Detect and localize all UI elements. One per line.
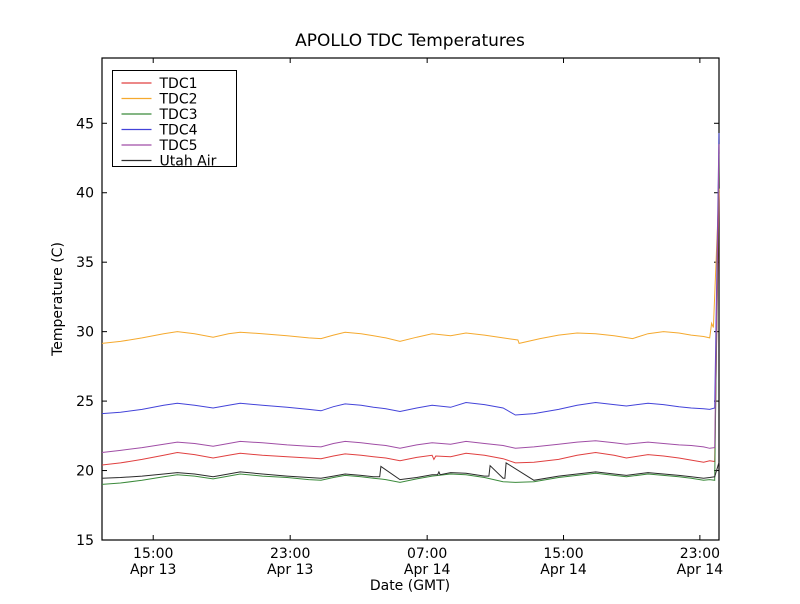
axes-frame <box>101 57 720 541</box>
y-tick-label: 20 <box>76 464 94 480</box>
y-axis-label: Temperature (C) <box>50 242 66 357</box>
legend-box <box>112 70 237 167</box>
x-tick-time: 23:00 <box>270 546 310 562</box>
x-tick-time: 15:00 <box>543 546 583 562</box>
x-tick-date: Apr 14 <box>404 562 451 578</box>
y-tick-label: 30 <box>76 325 94 341</box>
x-tick-date: Apr 13 <box>267 562 313 578</box>
legend-label-tdc3: TDC3 <box>159 107 198 123</box>
legend-label-utah-air: Utah Air <box>160 154 217 170</box>
series-lines <box>101 132 720 485</box>
legend-label-tdc1: TDC1 <box>159 76 198 92</box>
x-axis-label: Date (GMT) <box>370 578 450 594</box>
series-line-tdc1 <box>101 192 720 466</box>
legend-label-tdc2: TDC2 <box>159 92 198 108</box>
legend-label-tdc5: TDC5 <box>159 138 198 154</box>
y-tick-label: 45 <box>76 116 94 132</box>
x-tick-time: 07:00 <box>407 546 447 562</box>
x-tick-time: 23:00 <box>680 546 720 562</box>
y-tick-label: 40 <box>76 186 94 202</box>
x-tick-date: Apr 14 <box>677 562 724 578</box>
series-line-tdc5 <box>101 144 720 453</box>
x-tick-date: Apr 13 <box>130 562 176 578</box>
series-line-tdc2 <box>101 188 720 344</box>
y-tick-label: 15 <box>76 533 94 549</box>
series-line-tdc3 <box>101 153 720 485</box>
y-tick-label: 25 <box>76 394 94 410</box>
x-tick-time: 15:00 <box>133 546 173 562</box>
series-line-tdc4 <box>101 132 720 416</box>
legend-label-tdc4: TDC4 <box>159 123 198 139</box>
series-line-utah-air <box>101 462 720 481</box>
chart-title: APOLLO TDC Temperatures <box>295 31 525 51</box>
x-tick-date: Apr 14 <box>540 562 587 578</box>
y-tick-label: 35 <box>76 255 94 271</box>
